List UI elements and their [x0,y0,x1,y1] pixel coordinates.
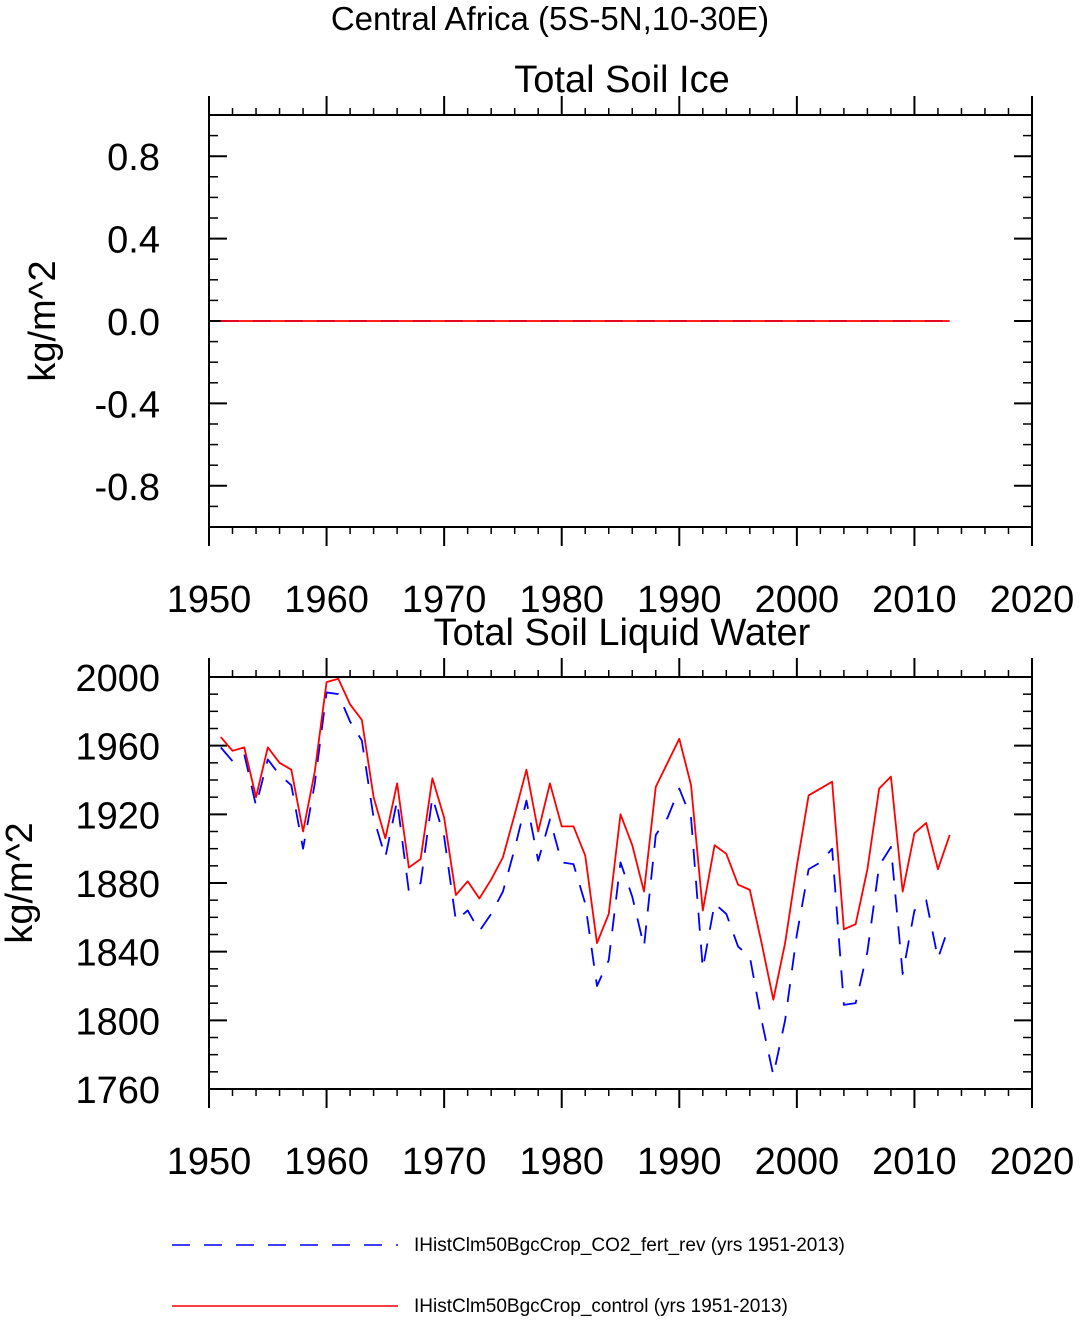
y-tick-label: 1920 [75,795,160,837]
y-axis-label: kg/m^2 [0,822,41,943]
x-tick-label: 2000 [755,579,840,621]
y-tick-label: 0.0 [107,302,160,344]
panel-total-soil-liquid-water: Total Soil Liquid Water 1950 1960 1970 1980… [0,612,1074,1183]
x-tick-label: 2020 [990,1141,1075,1183]
x-tick-label: 1980 [519,579,604,621]
figure-suptitle: Central Africa (5S-5N,10-30E) [331,0,769,37]
x-tick-label: 2010 [872,1141,957,1183]
x-tick-label: 1990 [637,1141,722,1183]
legend-label-control: IHistClm50BgcCrop_control (yrs 1951-2013… [414,1296,788,1317]
x-tick-label: 1980 [519,1141,604,1183]
x-tick-label: 1970 [402,1141,487,1183]
legend: IHistClm50BgcCrop_CO2_fert_rev (yrs 1951… [172,1235,845,1317]
y-tick-label: 1800 [75,1001,160,1043]
x-tick-label: 1970 [402,579,487,621]
x-tick-label: 1960 [284,579,369,621]
x-tick-label: 2000 [755,1141,840,1183]
x-tick-label: 1950 [167,1141,252,1183]
x-tick-label: 1990 [637,579,722,621]
x-tick-label: 1960 [284,1141,369,1183]
panel-title: Total Soil Liquid Water [434,612,811,654]
y-tick-label: 0.4 [107,220,160,262]
x-tick-label: 2010 [872,579,957,621]
y-tick-label: 0.8 [107,137,160,179]
y-axis-label: kg/m^2 [22,260,64,381]
y-tick-label: 1760 [75,1070,160,1112]
series-line-control [220,677,951,1001]
x-tick-label: 2020 [990,579,1075,621]
y-tick-label: 1880 [75,864,160,906]
series-line-co2-fert-rev [220,691,951,1077]
y-tick-label: -0.8 [95,467,160,509]
y-tick-label: -0.4 [95,384,160,426]
y-tick-label: 1960 [75,727,160,769]
panel-title: Total Soil Ice [514,59,729,101]
legend-label-co2-fert-rev: IHistClm50BgcCrop_CO2_fert_rev (yrs 1951… [414,1235,845,1256]
y-tick-label: 1840 [75,933,160,975]
plot-frame [208,676,1033,1090]
x-tick-label: 1950 [167,579,252,621]
panel-total-soil-ice: Total Soil Ice 1950 1960 1970 1980 1990 2000 2… [22,59,1074,621]
y-tick-label: 2000 [75,658,160,700]
